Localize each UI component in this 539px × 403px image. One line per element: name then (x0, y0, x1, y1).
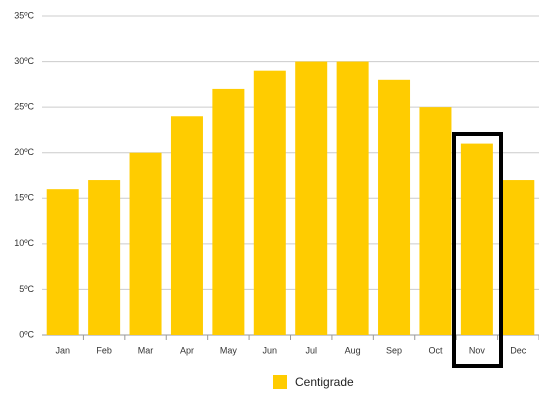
bar (88, 180, 121, 335)
highlight-box (452, 132, 503, 368)
bar (295, 61, 328, 335)
bar (502, 180, 535, 335)
legend-swatch (273, 375, 287, 389)
y-tick-label: 30ºC (14, 56, 34, 66)
x-tick-label: May (220, 345, 238, 355)
y-tick-label: 0ºC (19, 329, 34, 339)
x-tick-label: Nov (469, 345, 486, 355)
bar (46, 189, 79, 335)
bar (129, 152, 162, 335)
x-tick-label: Aug (345, 345, 361, 355)
y-tick-label: 20ºC (14, 147, 34, 157)
y-tick-label: 5ºC (19, 284, 34, 294)
x-tick-label: Jun (263, 345, 278, 355)
x-tick-label: Dec (510, 345, 527, 355)
bar (460, 143, 493, 335)
x-tick-label: Oct (428, 345, 443, 355)
bar (336, 61, 369, 335)
x-tick-label: Jan (55, 345, 70, 355)
x-tick-label: Feb (96, 345, 112, 355)
y-tick-label: 10ºC (14, 238, 34, 248)
y-tick-label: 35ºC (14, 10, 34, 20)
x-tick-label: Mar (138, 345, 154, 355)
bar (212, 88, 245, 336)
bar (419, 107, 452, 336)
bar (170, 116, 203, 335)
bar (378, 79, 411, 335)
bar (253, 70, 286, 335)
legend-label: Centigrade (295, 375, 354, 389)
y-tick-label: 15ºC (14, 193, 34, 203)
x-tick-label: Apr (180, 345, 194, 355)
x-tick-label: Sep (386, 345, 402, 355)
x-tick-label: Jul (305, 345, 317, 355)
plot: 0ºC 5ºC 10ºC 15ºC 20ºC 25ºC 30ºC 35ºC Jan Feb Mar A… (14, 10, 539, 389)
y-tick-label: 25ºC (14, 102, 34, 112)
